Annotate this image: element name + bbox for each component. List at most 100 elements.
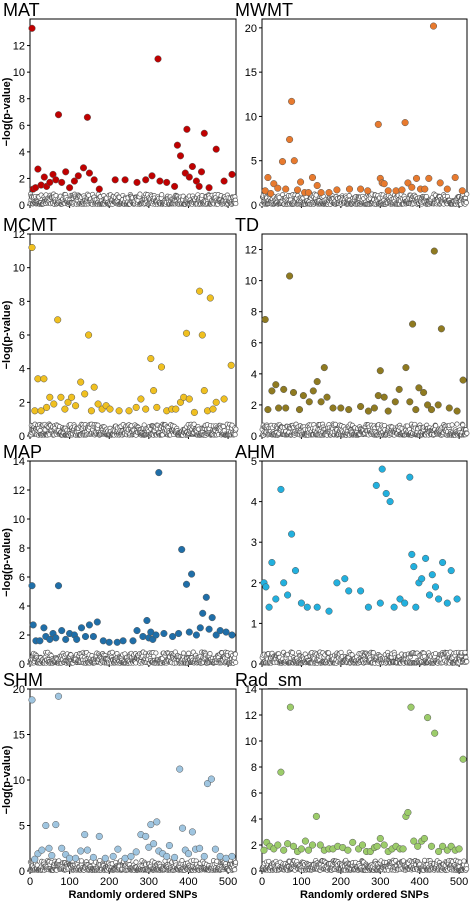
snp-point [341,575,349,583]
snp-point [364,187,372,195]
snp-point [443,185,451,193]
snp-point [176,765,184,773]
snp-point [142,176,150,184]
snp-point [165,841,173,850]
snp-point [184,850,193,858]
snp-point [345,587,353,595]
x-axis-label: Randomly ordered SNPs [69,889,198,901]
panel-title: MWMT [235,0,293,20]
y-tick-label: 8 [251,762,257,774]
snp-point [79,164,88,172]
y-tick-label: 4 [19,601,25,613]
snp-point [169,632,177,641]
snp-point [196,844,204,852]
snp-point [34,165,42,173]
snp-point [395,385,403,393]
y-tick-label: 15 [13,730,25,742]
y-tick-label: 12 [13,229,25,241]
snp-point [208,614,216,622]
y-tick-label: 2 [251,578,257,590]
snp-point [200,129,208,137]
snp-point [182,329,191,337]
snp-point [61,405,69,413]
snp-point [28,24,36,32]
snp-point [147,355,155,363]
snp-point [277,485,285,493]
x-tick-label: 500 [450,876,468,888]
snp-point [89,632,97,641]
snp-point [291,567,300,575]
snp-point [264,173,272,182]
snp-point [163,852,171,860]
snp-point [410,563,418,571]
snp-point [127,852,135,860]
x-tick-label: 300 [140,876,158,888]
panel-title: AHM [235,442,275,462]
snp-point [228,852,236,860]
x-tick-label: 100 [60,876,78,888]
snp-point [451,173,459,182]
snp-point [77,847,85,855]
snp-point [265,603,273,611]
snp-point [289,842,298,850]
snp-point [188,828,196,836]
snp-point [85,331,93,339]
snp-point [101,854,109,862]
snp-point [196,287,204,295]
snp-point [313,603,321,611]
snp-point [374,120,382,128]
y-tick-label: 6 [19,120,25,132]
snp-point [282,185,290,193]
snp-point [90,176,98,184]
y-tick-label: 3 [251,537,257,549]
snp-point [439,842,447,850]
panel-title: SHM [3,670,43,690]
plot-frame [261,688,468,872]
y-tick-label: 10 [245,736,257,748]
snp-point [308,841,317,849]
snp-point [357,587,365,595]
y-tick-label: 20 [245,23,257,35]
x-tick-label: 200 [100,876,118,888]
snp-point [155,469,163,477]
snp-point [372,481,380,489]
snp-point [145,843,153,851]
snp-point [382,489,390,498]
snp-point [317,398,325,406]
snp-point [301,837,309,845]
snp-point [407,703,415,711]
snp-point [364,407,372,415]
background-snps [259,421,470,438]
snp-point [401,599,409,607]
snp-point [178,824,187,832]
snp-point [173,141,181,149]
snp-point [431,729,439,737]
y-tick-label: 2 [251,840,257,852]
y-tick-label: 12 [245,710,257,722]
snp-point [384,407,392,415]
snp-point [261,315,269,324]
snp-point [28,696,36,704]
snp-point [409,320,417,328]
snp-point [430,247,438,255]
snp-point [325,607,333,615]
snp-point [286,135,294,144]
snp-point [274,841,282,849]
snp-point [313,378,321,386]
snp-point [81,831,89,839]
snp-point [190,408,198,416]
snp-point [290,157,298,165]
y-tick-label: 4 [251,497,257,509]
y-axis-label: −log(p-value) [1,300,13,369]
panel-title: MAT [3,0,40,20]
y-tick-label: 12 [13,485,25,497]
snp-point [148,172,156,180]
snp-point [121,176,129,184]
snp-point [147,821,155,829]
plot-frame [261,18,468,206]
snp-point [192,631,200,639]
snp-point [412,406,420,414]
panel-mat: MAT 0 2 4 6 8 10 12 −log(p-value) [1,0,239,212]
